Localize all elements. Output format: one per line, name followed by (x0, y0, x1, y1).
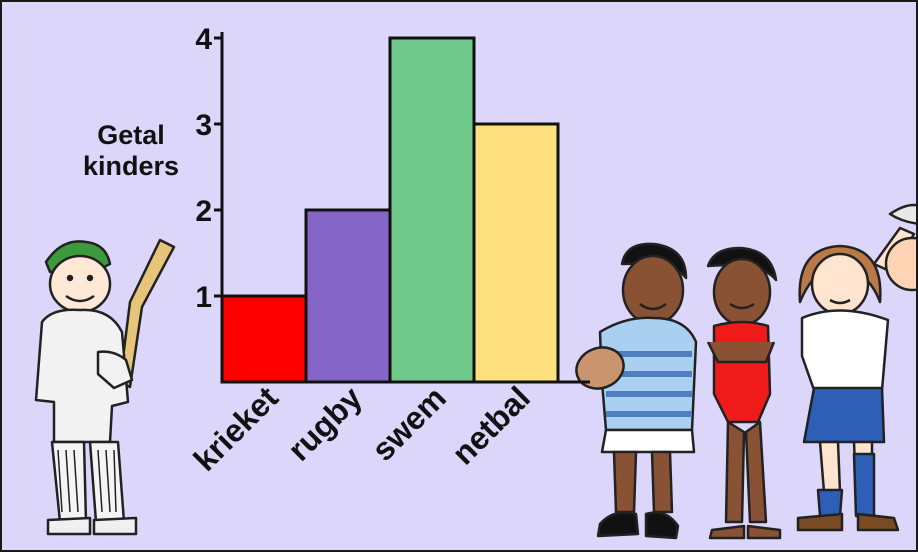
x-category-label-krieket: krieket (187, 379, 286, 478)
y-axis-label-line-2: kinders (82, 151, 180, 181)
x-category-label-rugby: rugby (281, 379, 369, 467)
y-axis-label: Getal kinders (66, 120, 196, 182)
y-tick-label-3: 3 (195, 109, 212, 142)
bar-swem (388, 36, 476, 384)
bar-rugby (304, 208, 392, 384)
bar-krieket (220, 294, 308, 384)
x-category-label-netbal: netbal (445, 379, 537, 471)
y-axis-label-line-1: Getal (97, 120, 165, 150)
y-tick-label-1: 1 (195, 281, 212, 314)
y-tick-label-4: 4 (195, 23, 212, 56)
y-tick-label-2: 2 (195, 195, 212, 228)
netball-player-figure (796, 203, 916, 532)
bar-netbal (472, 122, 560, 384)
x-category-label-swem: swem (365, 379, 453, 467)
rugby-player-figure (575, 242, 698, 540)
cricket-player-figure (34, 238, 176, 536)
swimmer-figure (706, 246, 782, 540)
